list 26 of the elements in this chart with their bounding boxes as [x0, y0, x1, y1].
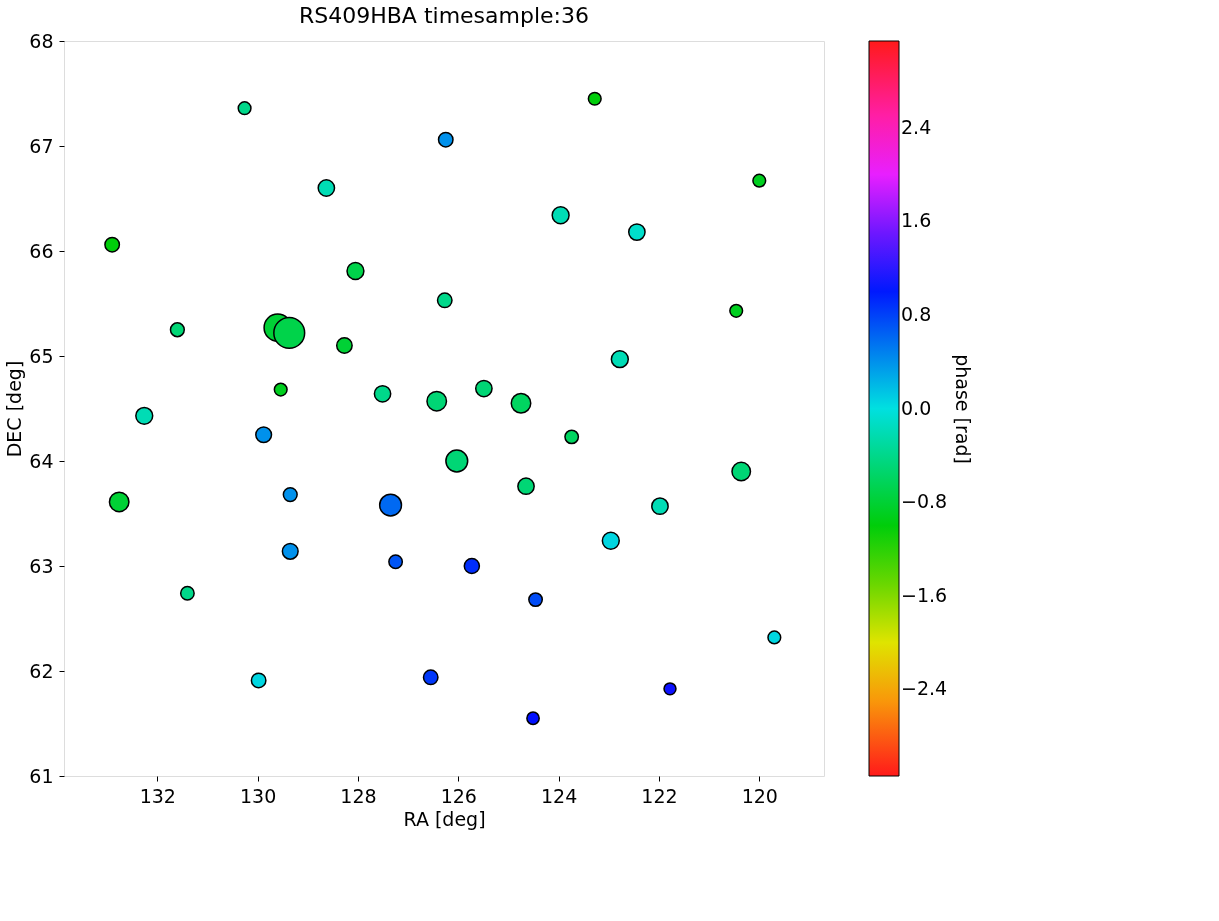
- x-tick-label: 126: [440, 784, 477, 807]
- color-bar-label: −1.6: [901, 583, 948, 606]
- color-bar-label: −2.4: [901, 677, 948, 700]
- color-bar-title: phase [rad]: [952, 354, 974, 464]
- x-axis-title: RA [deg]: [403, 807, 486, 830]
- color-bar-label: 2.4: [901, 115, 932, 138]
- chart-title: RS409HBA timesample:36: [298, 3, 590, 28]
- color-bar-label: 1.6: [901, 209, 932, 232]
- y-tick-label: 67: [29, 134, 54, 157]
- y-tick-label: 63: [29, 554, 54, 577]
- y-tick-label: 64: [29, 449, 54, 472]
- x-tick-label: 122: [641, 784, 678, 807]
- color-bar-label: 0.8: [901, 302, 932, 325]
- y-tick-label: 62: [29, 659, 54, 682]
- y-tick-label: 61: [29, 764, 54, 787]
- y-tick-label: 65: [29, 344, 54, 367]
- y-tick-label: 68: [29, 29, 54, 52]
- x-tick-label: 130: [240, 784, 277, 807]
- color-bar-label: 0.0: [901, 396, 932, 419]
- x-tick-label: 132: [139, 784, 176, 807]
- y-tick-label: 66: [29, 239, 54, 262]
- color-bar-label: −0.8: [901, 490, 948, 513]
- x-tick-label: 124: [540, 784, 578, 807]
- x-tick-label: 120: [741, 784, 778, 807]
- y-axis-title: DEC [deg]: [3, 360, 26, 458]
- x-tick-label: 128: [340, 784, 377, 807]
